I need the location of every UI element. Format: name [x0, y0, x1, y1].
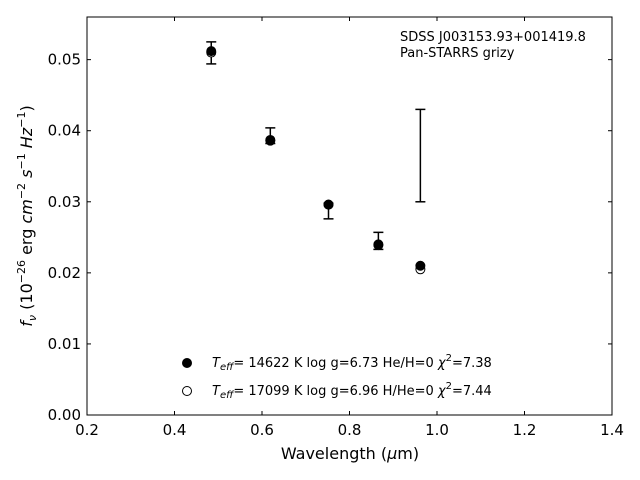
x-axis-label: Wavelength (μm)	[281, 444, 419, 463]
legend-entry-2: Teff= 17099 K log g=6.96 H/He=0 χ2=7.44	[212, 381, 492, 401]
data-point-filled	[206, 46, 217, 57]
annotation-object-name: SDSS J003153.93+001419.8	[400, 30, 586, 45]
data-point-filled	[323, 199, 334, 210]
legend-marker-filled	[182, 358, 192, 368]
legend-marker-open	[182, 386, 192, 396]
annotation-survey-name: Pan-STARRS grizy	[400, 46, 515, 61]
y-tick-label: 0.02	[48, 264, 81, 282]
legend-entry-1: Teff= 14622 K log g=6.73 He/H=0 χ2=7.38	[212, 353, 492, 373]
x-tick-label: 1.0	[425, 421, 449, 439]
data-point-filled	[265, 135, 276, 146]
data-point-filled	[415, 260, 426, 271]
y-tick-label: 0.00	[48, 406, 81, 424]
data-point-filled	[373, 239, 384, 250]
x-tick-label: 0.6	[250, 421, 274, 439]
plot-area	[206, 41, 426, 275]
legend: Teff= 14622 K log g=6.73 He/H=0 χ2=7.38 …	[182, 353, 492, 401]
x-tick-label: 0.4	[163, 421, 187, 439]
y-axis-label: fν (10−26 erg cm−2 s−1 Hz−1)	[15, 105, 39, 326]
x-tick-label: 0.8	[338, 421, 362, 439]
x-tick-label: 1.2	[513, 421, 537, 439]
axes: 0.2 0.4 0.6 0.8 1.0 1.2 1.4 0.00 0.01 0.02 0.03 0.0…	[48, 16, 624, 439]
y-tick-label: 0.04	[48, 122, 81, 140]
y-tick-label: 0.01	[48, 335, 81, 353]
y-tick-label: 0.03	[48, 193, 81, 211]
x-tick-label: 1.4	[600, 421, 624, 439]
y-tick-label: 0.05	[48, 51, 81, 69]
x-tick-label: 0.2	[75, 421, 99, 439]
